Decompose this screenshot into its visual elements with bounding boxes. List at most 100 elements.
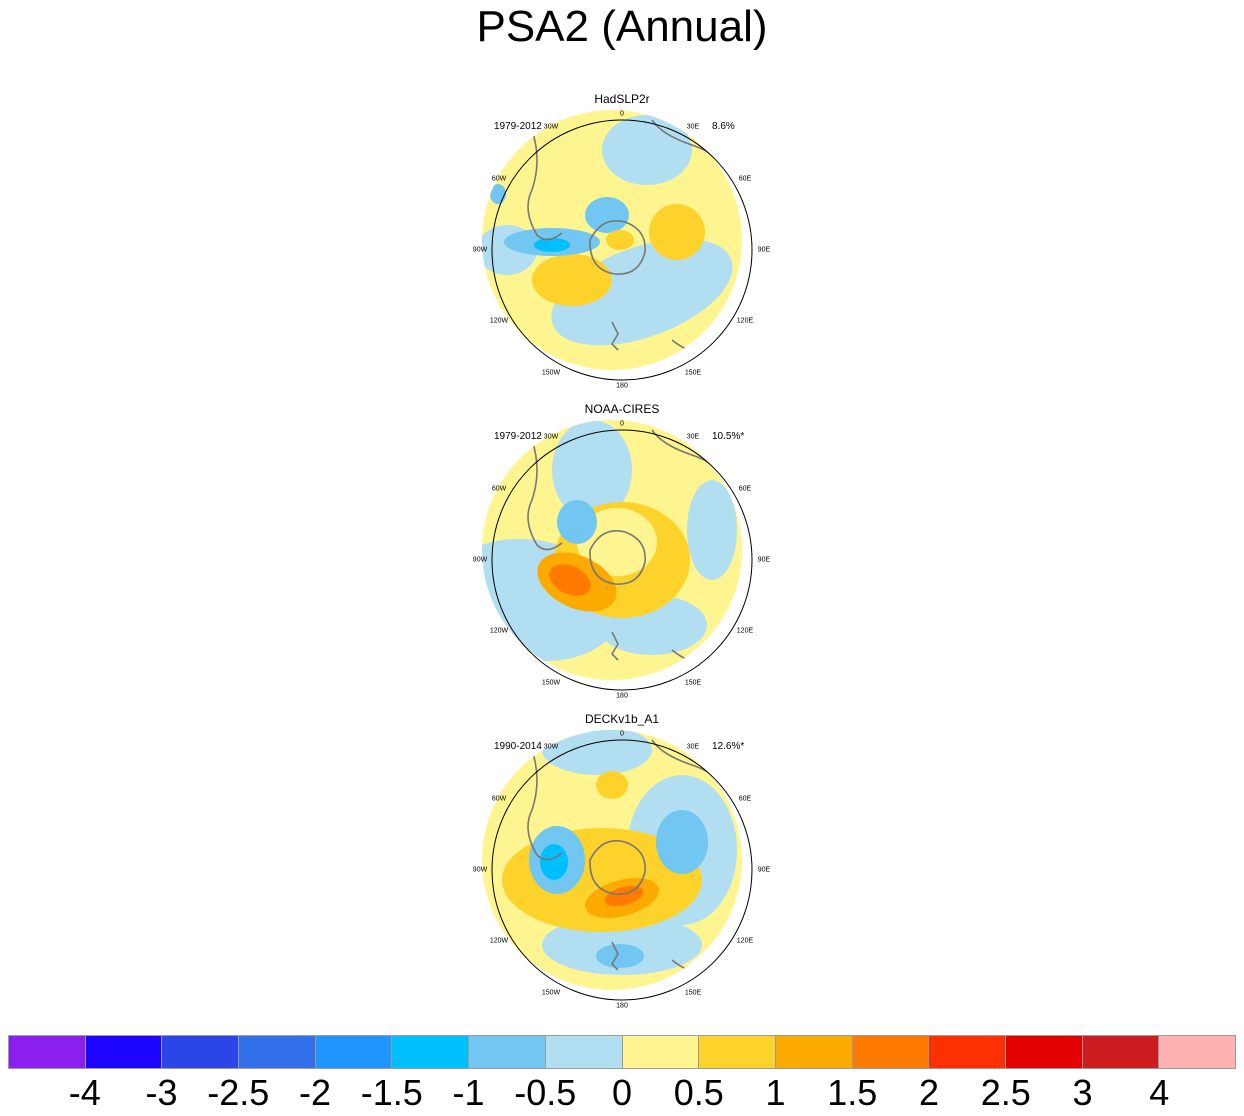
panel-period-0: 1979-2012 [494,121,542,132]
antarctica-coastline [589,840,646,895]
contour-region [656,810,708,874]
contour-region [490,184,506,204]
colorbar-label: -4 [68,1072,101,1113]
longitude-label: 150W [541,369,561,377]
contour-region [542,730,652,775]
longitude-label: 60W [491,175,507,183]
longitude-label: 180 [616,1002,628,1010]
colorbar-swatch [9,1036,86,1068]
colorbar-swatch [85,1036,163,1068]
longitude-label: 120E [736,627,754,635]
longitude-label: 120W [489,317,509,325]
colorbar-label: -0.5 [514,1072,577,1113]
longitude-label: 30E [686,743,700,751]
south-america-coastline [527,749,563,861]
panel-variance-1: 10.5%* [712,431,745,442]
longitude-label: 150W [541,989,561,997]
longitude-label: 0 [620,110,624,118]
contour-region [596,771,628,799]
panel-variance-2: 12.6%* [712,741,745,752]
colorbar-label: 2.5 [980,1072,1031,1113]
panel-period-2: 1990-2014 [494,741,542,752]
longitude-label: 30E [686,123,700,131]
colorbar-swatch [545,1036,623,1068]
map-border [491,739,753,1001]
longitude-label: 30W [543,743,559,751]
colorbar-label: -1 [452,1072,485,1113]
contour-region [596,944,644,968]
longitude-label: 90E [757,246,771,254]
colorbar-label: -3 [145,1072,178,1113]
longitude-label: 60W [491,485,507,493]
contour-region [549,564,591,596]
antarctica-coastline [589,220,646,275]
antarctica-coastline [589,530,646,585]
polar-map-1 [482,420,753,691]
longitude-label: 120E [736,937,754,945]
panel-variance-0: 8.6% [712,121,735,132]
longitude-label: 150W [541,679,561,687]
longitude-label: 180 [616,692,628,700]
contour-region [532,254,612,306]
colorbar-label: 0 [611,1072,633,1113]
panel-period-1: 1979-2012 [494,431,542,442]
map-border [491,429,753,691]
colorbar-label: 4 [1149,1072,1170,1113]
map-border [491,119,753,381]
longitude-label: 30E [686,433,700,441]
contour-region [585,197,629,233]
longitude-label: 150E [684,989,702,997]
longitude-label: 150E [684,679,702,687]
contour-region [602,115,692,185]
contour-region [577,508,657,576]
colorbar-label: 0.5 [673,1072,724,1113]
longitude-label: 90E [757,866,771,874]
colorbar-label: 1.5 [827,1072,878,1113]
colorbar-swatch [1005,1036,1083,1068]
longitude-label: 60E [738,175,752,183]
contour-region [687,480,737,580]
colorbar-swatch [775,1036,853,1068]
chart-title: PSA2 (Annual) [476,2,768,51]
longitude-label: 120W [489,627,509,635]
colorbar-label: 1 [765,1072,786,1113]
south-america-coastline [527,129,563,241]
longitude-label: 90E [757,556,771,564]
panel-title-2: DECKv1b_A1 [584,712,660,726]
longitude-label: 180 [616,382,628,390]
colorbar-swatch [315,1036,393,1068]
new-zealand-coastline [610,631,619,661]
colorbar-swatch [1159,1036,1235,1068]
polar-map-2 [482,730,753,1001]
longitude-label: 60W [491,795,507,803]
contour-region [606,230,634,250]
longitude-label: 60E [738,795,752,803]
longitude-label: 60E [738,485,752,493]
contour-region [534,238,570,252]
colorbar-swatch [1082,1036,1160,1068]
colorbar-label: -1.5 [360,1072,423,1113]
colorbar-label: -2.5 [207,1072,270,1113]
longitude-label: 30W [543,433,559,441]
longitude-label: 0 [620,730,624,738]
longitude-label: 90W [472,556,488,564]
longitude-label: 0 [620,420,624,428]
new-zealand-coastline [610,321,619,351]
colorbar-swatch [699,1036,776,1068]
contour-region [649,204,705,260]
panel-title-0: HadSLP2r [594,92,650,106]
colorbar-label: 2 [918,1072,940,1113]
new-zealand-coastline [610,941,619,971]
panel-title-1: NOAA-CIRES [584,402,660,416]
contour-region [557,500,597,544]
colorbar-swatch [162,1036,240,1068]
colorbar-label: 3 [1072,1072,1093,1113]
contour-region [540,844,568,880]
colorbar-label: -2 [298,1072,332,1113]
contour-region [552,420,632,520]
colorbar-swatch [392,1036,470,1068]
polar-map-0 [482,110,753,381]
colorbar [8,1035,1236,1069]
colorbar-swatch [852,1036,930,1068]
colorbar-swatch [239,1036,316,1068]
